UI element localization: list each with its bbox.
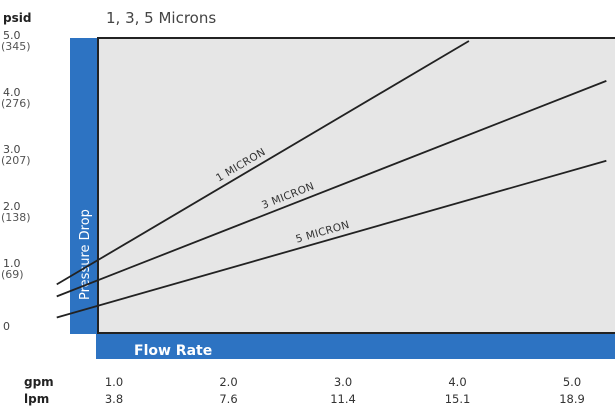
y-tick-label: 2.0 — [3, 200, 21, 213]
y-tick-label: 4.0 — [3, 86, 21, 99]
x-row-label-lpm: lpm — [24, 392, 49, 406]
y-axis-label: Pressure Drop — [78, 209, 93, 300]
plot-area — [97, 37, 615, 334]
x-tick-gpm: 4.0 — [448, 375, 466, 389]
y-tick-labels: 5.0(345) 4.0(276) 3.0(207) 2.0(138) 1.0(69) 0 — [1, 29, 31, 333]
x-tick-gpm: 3.0 — [334, 375, 352, 389]
series-line-3 — [56, 159, 607, 319]
y-axis-band — [70, 38, 98, 334]
x-tick-lpm: 11.4 — [330, 392, 356, 406]
y-tick-sublabel: (207) — [1, 154, 31, 167]
y-tick-label: 0 — [3, 320, 10, 333]
x-tick-gpm: 5.0 — [563, 375, 581, 389]
y-tick-sublabel: (69) — [1, 268, 24, 281]
x-tick-gpm: 2.0 — [219, 375, 237, 389]
y-tick-label: 5.0 — [3, 29, 21, 42]
y-tick-sublabel: (345) — [1, 40, 31, 53]
y-tick-sublabel: (138) — [1, 211, 31, 224]
y-tick-label: 1.0 — [3, 257, 21, 270]
chart-title: 1, 3, 5 Microns — [106, 9, 216, 27]
x-axis-label: Flow Rate — [134, 343, 212, 359]
series-line-1 — [56, 40, 470, 286]
series-line-2 — [56, 80, 607, 298]
x-tick-lpm: 18.9 — [559, 392, 585, 406]
y-tick-sublabel: (276) — [1, 97, 31, 110]
x-tick-lpm: 7.6 — [219, 392, 237, 406]
x-tick-lpm: 15.1 — [445, 392, 471, 406]
y-tick-label: 3.0 — [3, 143, 21, 156]
x-row-label-gpm: gpm — [24, 375, 54, 389]
x-tick-labels: 1.0 3.8 2.0 7.6 3.0 11.4 4.0 15.1 5.0 18.9 — [105, 375, 585, 406]
y-unit-header: psid — [3, 11, 31, 25]
x-axis-band — [96, 333, 615, 359]
x-tick-gpm: 1.0 — [105, 375, 123, 389]
x-tick-lpm: 3.8 — [105, 392, 123, 406]
